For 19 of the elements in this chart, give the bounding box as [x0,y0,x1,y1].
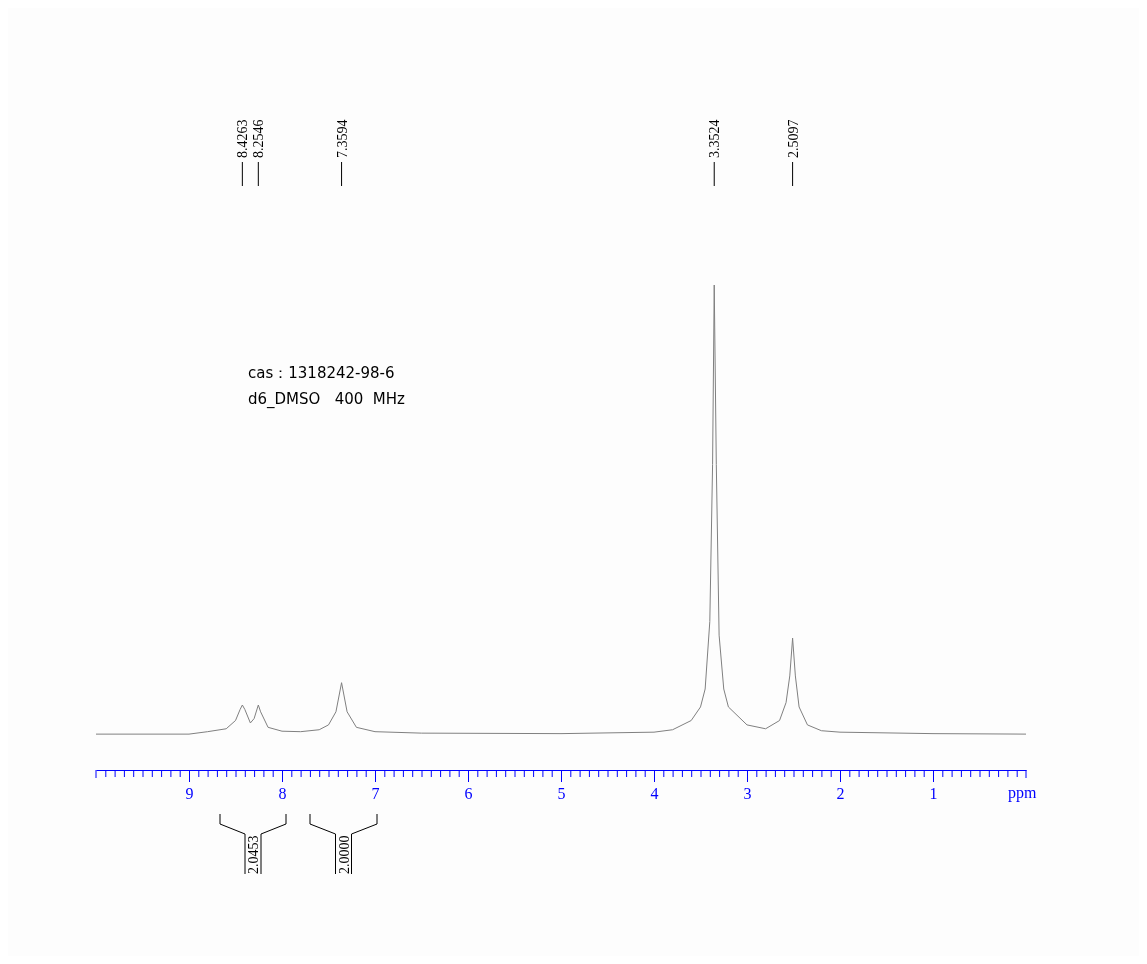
x-tick-label: 8 [278,785,287,803]
x-tick-label: 2 [836,785,845,803]
annotation: 8.2546 [251,119,267,158]
text: 2.0000 [336,835,352,874]
annotation: 3.3524 [707,119,723,158]
x-tick-label: 6 [464,785,473,803]
text: 2.0453 [246,835,261,874]
annotation: 8.4263 [235,119,251,158]
x-tick-label: 9 [185,785,194,803]
x-tick-label: 7 [371,785,380,803]
annotation: 7.3594 [334,119,350,158]
x-tick-label: 5 [557,785,566,803]
annotation: cas：1318242-98-6 [248,364,395,382]
annotation: d6_DMSO 400 MHz [248,390,406,409]
x-tick-label: 3 [743,785,752,803]
x-tick-label: 4 [650,785,659,803]
annotation: 2.5097 [785,119,801,158]
x-axis-title: ppm [1008,784,1037,802]
x-tick-label: 1 [929,785,938,803]
